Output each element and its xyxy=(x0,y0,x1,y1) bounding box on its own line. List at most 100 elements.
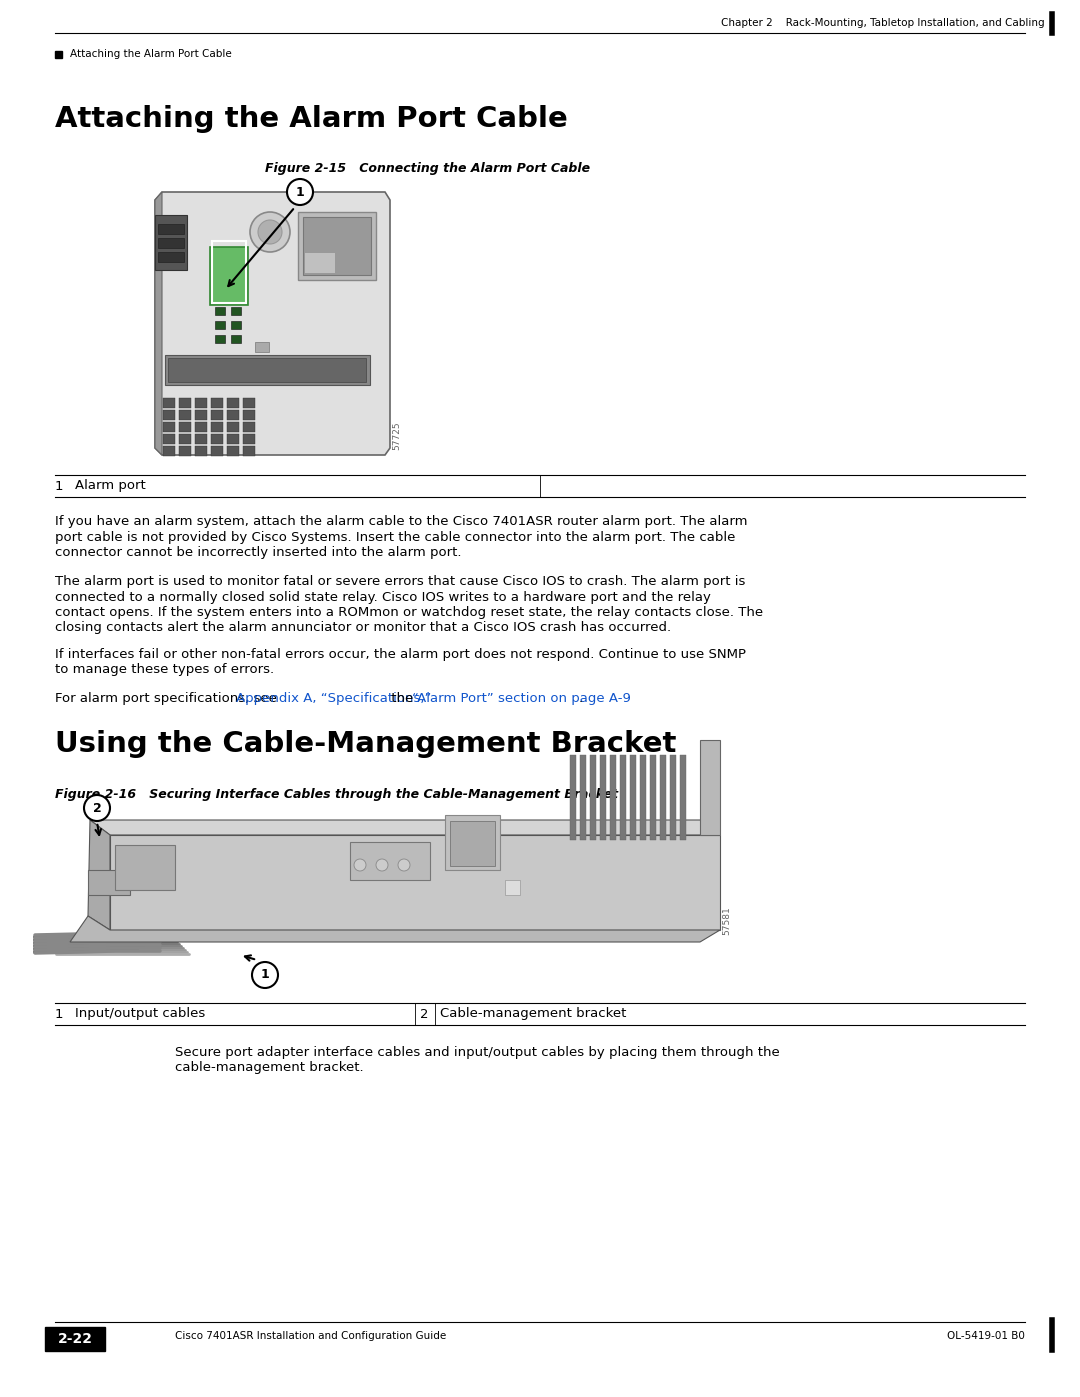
Bar xyxy=(165,355,370,386)
Text: closing contacts alert the alarm annunciator or monitor that a Cisco IOS crash h: closing contacts alert the alarm annunci… xyxy=(55,622,671,634)
Bar xyxy=(255,342,269,352)
Bar xyxy=(215,307,225,314)
Polygon shape xyxy=(156,191,390,455)
Text: OL-5419-01 B0: OL-5419-01 B0 xyxy=(947,1331,1025,1341)
FancyBboxPatch shape xyxy=(303,217,372,275)
Bar xyxy=(243,398,255,408)
Bar xyxy=(158,251,184,263)
Bar xyxy=(227,409,239,420)
Circle shape xyxy=(252,963,278,988)
Bar xyxy=(620,754,626,840)
Bar xyxy=(445,814,500,870)
Polygon shape xyxy=(110,835,720,930)
Bar xyxy=(505,880,519,895)
Bar xyxy=(179,434,191,444)
Text: 1: 1 xyxy=(260,968,269,982)
FancyBboxPatch shape xyxy=(298,212,376,279)
Bar xyxy=(227,446,239,455)
Bar xyxy=(55,52,62,59)
FancyBboxPatch shape xyxy=(305,253,335,272)
Polygon shape xyxy=(87,820,110,930)
Circle shape xyxy=(287,179,313,205)
Bar xyxy=(670,754,676,840)
Bar xyxy=(231,321,241,330)
Text: For alarm port specifications, see: For alarm port specifications, see xyxy=(55,692,281,705)
Bar xyxy=(163,398,175,408)
Bar xyxy=(660,754,666,840)
Bar xyxy=(211,409,222,420)
Polygon shape xyxy=(156,191,162,455)
Text: 2: 2 xyxy=(420,1007,429,1020)
Text: Using the Cable-Management Bracket: Using the Cable-Management Bracket xyxy=(55,731,676,759)
Text: Figure 2-15   Connecting the Alarm Port Cable: Figure 2-15 Connecting the Alarm Port Ca… xyxy=(265,162,590,175)
Bar xyxy=(211,446,222,455)
Text: Attaching the Alarm Port Cable: Attaching the Alarm Port Cable xyxy=(55,105,568,133)
Bar xyxy=(179,398,191,408)
Circle shape xyxy=(376,859,388,870)
Bar xyxy=(243,422,255,432)
Text: Cable-management bracket: Cable-management bracket xyxy=(440,1007,626,1020)
Bar xyxy=(163,409,175,420)
Bar xyxy=(640,754,646,840)
Circle shape xyxy=(84,795,110,821)
Bar xyxy=(227,422,239,432)
Text: The alarm port is used to monitor fatal or severe errors that cause Cisco IOS to: The alarm port is used to monitor fatal … xyxy=(55,576,745,588)
Text: Attaching the Alarm Port Cable: Attaching the Alarm Port Cable xyxy=(70,49,232,59)
Text: 1: 1 xyxy=(296,186,305,198)
Bar xyxy=(163,422,175,432)
Text: to manage these types of errors.: to manage these types of errors. xyxy=(55,664,274,676)
Text: .: . xyxy=(578,692,582,705)
Bar xyxy=(227,434,239,444)
Text: 1: 1 xyxy=(55,479,64,493)
Text: the: the xyxy=(387,692,417,705)
Bar xyxy=(45,1327,105,1351)
Bar xyxy=(158,224,184,235)
Circle shape xyxy=(258,219,282,244)
Bar xyxy=(590,754,596,840)
Text: 57725: 57725 xyxy=(392,422,401,450)
Bar xyxy=(600,754,606,840)
Circle shape xyxy=(354,859,366,870)
Text: 57581: 57581 xyxy=(723,907,731,935)
Text: If you have an alarm system, attach the alarm cable to the Cisco 7401ASR router : If you have an alarm system, attach the … xyxy=(55,515,747,528)
Bar xyxy=(231,307,241,314)
Circle shape xyxy=(249,212,291,251)
Bar xyxy=(210,247,248,305)
Bar xyxy=(680,754,686,840)
Bar xyxy=(450,821,495,866)
Text: “Alarm Port” section on page A-9: “Alarm Port” section on page A-9 xyxy=(413,692,632,705)
Bar xyxy=(215,335,225,344)
Bar xyxy=(156,215,187,270)
Bar xyxy=(179,409,191,420)
Bar xyxy=(211,422,222,432)
Bar xyxy=(243,409,255,420)
Bar xyxy=(168,358,366,381)
Text: 2: 2 xyxy=(93,802,102,814)
Bar xyxy=(163,434,175,444)
Polygon shape xyxy=(70,916,720,942)
Bar xyxy=(630,754,636,840)
Bar xyxy=(570,754,576,840)
Bar xyxy=(580,754,586,840)
Text: connector cannot be incorrectly inserted into the alarm port.: connector cannot be incorrectly inserted… xyxy=(55,546,461,559)
Bar xyxy=(195,434,207,444)
Text: Figure 2-16   Securing Interface Cables through the Cable-Management Bracket: Figure 2-16 Securing Interface Cables th… xyxy=(55,788,618,800)
Bar xyxy=(700,740,720,835)
Bar xyxy=(195,409,207,420)
Text: Alarm port: Alarm port xyxy=(75,479,146,493)
Polygon shape xyxy=(87,870,130,895)
Bar xyxy=(212,242,246,303)
Bar xyxy=(243,434,255,444)
Bar xyxy=(163,446,175,455)
Text: contact opens. If the system enters into a ROMmon or watchdog reset state, the r: contact opens. If the system enters into… xyxy=(55,606,764,619)
Bar xyxy=(243,446,255,455)
Bar xyxy=(215,321,225,330)
Text: cable-management bracket.: cable-management bracket. xyxy=(175,1062,364,1074)
Bar xyxy=(158,237,184,249)
Circle shape xyxy=(399,859,410,870)
Text: 1: 1 xyxy=(55,1007,64,1020)
Bar xyxy=(179,422,191,432)
Text: connected to a normally closed solid state relay. Cisco IOS writes to a hardware: connected to a normally closed solid sta… xyxy=(55,591,711,604)
Text: 2-22: 2-22 xyxy=(57,1331,93,1345)
Bar xyxy=(231,335,241,344)
